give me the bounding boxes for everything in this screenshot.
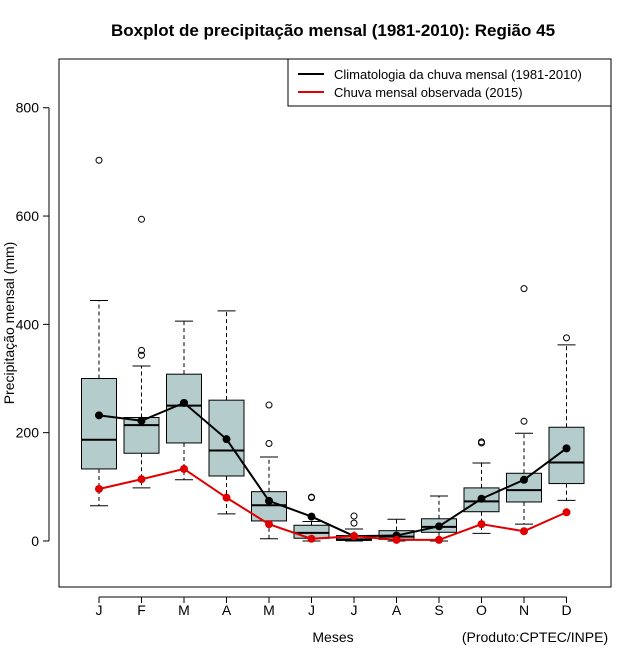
legend-label-climatology: Climatologia da chuva mensal (1981-2010) xyxy=(334,67,582,82)
outlier-point xyxy=(138,215,145,223)
outlier-point xyxy=(138,351,145,359)
series-point xyxy=(435,522,443,531)
x-tick-label: F xyxy=(137,602,146,618)
x-tick-label: S xyxy=(434,602,443,618)
box-A-4 xyxy=(208,310,245,515)
series-point xyxy=(350,532,358,541)
x-tick-label: J xyxy=(308,602,315,618)
box-M-5 xyxy=(251,401,287,540)
outlier-point xyxy=(308,493,315,501)
series-climatology xyxy=(95,398,571,541)
series-point xyxy=(222,493,231,502)
axes-layer: 0 200 400 600 800 J F M A M J J A S O N D xyxy=(16,100,572,618)
legend-box xyxy=(287,58,612,107)
credit-text: (Produto:CPTEC/INPE) xyxy=(462,629,608,645)
box-N-11 xyxy=(506,285,542,525)
box-iqr xyxy=(123,416,160,454)
box-M-3 xyxy=(166,320,202,481)
x-axis-label: Meses xyxy=(312,629,353,645)
series-point xyxy=(137,475,146,484)
y-tick-label: 0 xyxy=(31,533,39,549)
outlier-point xyxy=(95,156,103,164)
series-observed xyxy=(95,464,571,544)
series-line xyxy=(98,467,567,541)
outlier-point xyxy=(478,438,485,446)
series-point xyxy=(477,494,486,503)
series-point xyxy=(180,464,188,473)
x-tick-label: A xyxy=(222,602,232,618)
plot-frame xyxy=(58,58,612,588)
series-point xyxy=(137,416,146,425)
outlier-point xyxy=(350,519,358,527)
series-point xyxy=(520,475,528,484)
x-tick-label: M xyxy=(178,602,190,618)
series-point xyxy=(95,484,103,493)
x-tick-label: O xyxy=(476,602,487,618)
outlier-point xyxy=(520,285,528,293)
x-tick-label: D xyxy=(561,602,571,618)
x-tick-label: J xyxy=(96,602,103,618)
outlier-point xyxy=(265,439,273,447)
series-point xyxy=(265,496,273,505)
series-point xyxy=(222,435,231,444)
series-point xyxy=(435,535,443,544)
y-tick-label: 800 xyxy=(16,100,40,116)
chart-title: Boxplot de precipitação mensal (1981-201… xyxy=(111,21,555,40)
series-point xyxy=(95,411,103,420)
series-point xyxy=(180,398,188,407)
series-layer xyxy=(95,398,571,544)
series-point xyxy=(265,520,273,529)
series-point xyxy=(477,520,486,529)
x-tick-label: N xyxy=(519,602,529,618)
x-tick-label: M xyxy=(263,602,275,618)
box-iqr xyxy=(81,378,117,470)
series-point xyxy=(562,444,571,453)
y-tick-label: 200 xyxy=(16,425,40,441)
box-J-1 xyxy=(81,156,117,507)
outlier-point xyxy=(138,346,145,354)
series-point xyxy=(392,535,401,544)
series-point xyxy=(520,527,528,536)
y-tick-label: 600 xyxy=(16,208,40,224)
outlier-point xyxy=(265,401,273,409)
series-point xyxy=(562,508,571,517)
series-line xyxy=(98,401,568,538)
y-axis-label: Precipitação mensal (mm) xyxy=(1,242,17,405)
box-F-2 xyxy=(123,215,160,489)
outlier-point xyxy=(520,417,528,425)
box-O-10 xyxy=(463,438,500,534)
box-J-6 xyxy=(293,98,330,542)
x-tick-label: A xyxy=(392,602,402,618)
legend: Climatologia da chuva mensal (1981-2010)… xyxy=(287,58,612,107)
boxes-layer xyxy=(81,98,585,542)
box-D-12 xyxy=(548,334,585,501)
outlier-point xyxy=(563,334,570,342)
box-iqr xyxy=(548,426,585,485)
series-point xyxy=(307,512,316,521)
x-tick-label: J xyxy=(351,602,358,618)
outlier-point xyxy=(350,512,358,520)
series-point xyxy=(307,534,316,543)
y-tick-label: 400 xyxy=(16,316,40,332)
legend-label-observed: Chuva mensal observada (2015) xyxy=(334,85,523,100)
